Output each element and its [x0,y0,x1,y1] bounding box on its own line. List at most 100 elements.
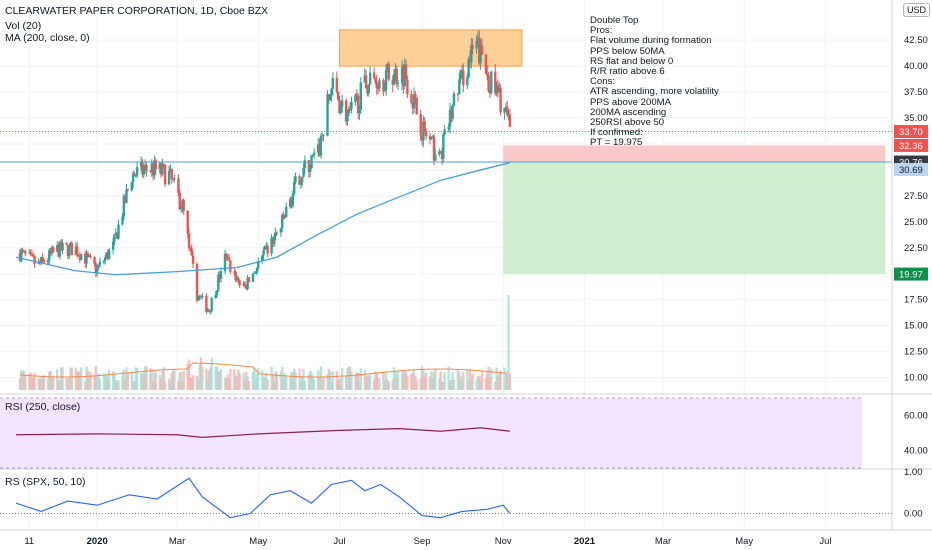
volume-bar [97,373,100,390]
candle-body [442,134,445,159]
candle-body [348,109,352,111]
volume-bar [274,371,277,390]
rs-tick-label: 1.00 [904,467,923,478]
candle-body [61,243,64,251]
candle-body [476,37,480,42]
volume-bar [432,372,436,390]
candle-body [376,87,380,89]
volume-bar [270,366,273,390]
volume-bar [111,371,115,390]
candle-body [57,245,60,257]
candle-body [475,41,478,49]
volume-bar [504,373,508,390]
candle-body [187,233,191,248]
volume-bar [77,372,80,390]
volume-bar [506,371,509,390]
candle-body [494,71,497,94]
volume-bar [163,381,167,390]
candle-body [207,309,211,312]
volume-bar [66,378,70,390]
candle-body [363,75,366,83]
volume-bar [355,372,358,390]
volume-bar [420,366,424,390]
volume-bar [307,374,311,390]
candle-body [235,277,239,281]
volume-bar [340,368,344,390]
candle-body [298,176,301,185]
candle-body [171,178,175,180]
volume-bar [479,380,482,390]
candle-body [311,154,315,156]
volume-bar [470,376,473,390]
volume-bar [20,369,23,390]
candle-body [154,160,157,170]
volume-bar [443,372,446,390]
volume-bar [331,371,335,390]
volume-bar [151,380,155,390]
candle-body [411,102,414,109]
volume-bar [89,372,92,390]
currency-badge[interactable]: USD [903,3,931,17]
candle-body [88,255,91,257]
candle-body [412,93,416,109]
candle-body [354,94,357,102]
candle-body [257,260,260,269]
candle-body [386,63,389,71]
volume-bar [18,378,22,390]
candle-body [50,247,54,254]
volume-bar [366,376,369,390]
candle-body [150,163,153,171]
volume-bar [400,373,404,390]
candle-body [227,257,231,261]
volume-bar [195,375,199,390]
volume-bar [356,373,360,390]
volume-bar [223,377,227,390]
volume-bar [117,379,120,390]
candle-body [251,274,255,282]
candle-body [415,97,418,115]
candle-body [431,136,434,138]
candle-body [225,254,228,258]
note-line: PPS below 50MA [590,45,665,57]
candle-body [102,260,106,262]
candle-body [387,63,390,80]
candle-body [331,77,335,89]
candle-body [293,181,296,194]
volume-bar [173,369,176,390]
candle-body [281,214,284,229]
volume-bar [125,367,128,390]
candle-body [404,64,408,80]
volume-bar [205,368,208,390]
candle-body [179,208,183,210]
candle-body [414,93,417,98]
volume-bar [303,380,307,390]
volume-bar [363,369,366,390]
candle-body [392,73,396,85]
volume-bar [189,378,192,390]
volume-bar [229,369,232,390]
volume-bar [123,378,127,390]
candle-body [139,161,143,168]
rsi-line [15,427,510,438]
candle-body [52,247,55,252]
candle-body [424,131,428,137]
volume-bar [56,368,59,390]
volume-bar [410,373,413,390]
stop-price-tag: 32.36 [899,141,923,152]
candle-body [98,261,102,266]
candle-body [143,164,147,169]
volume-bar [359,368,362,390]
chart-title: CLEARWATER PAPER CORPORATION, 1D, Cboe B… [5,5,269,17]
candle-body [347,109,351,114]
volume-bar [451,372,454,390]
candle-body [495,84,498,94]
candle-body [410,94,413,103]
candle-body [266,245,269,254]
volume-bar [149,367,152,390]
volume-bar [247,381,251,390]
volume-bar [254,378,257,390]
candle-body [41,256,44,260]
candle-body [383,90,386,92]
candle-body [434,154,437,161]
